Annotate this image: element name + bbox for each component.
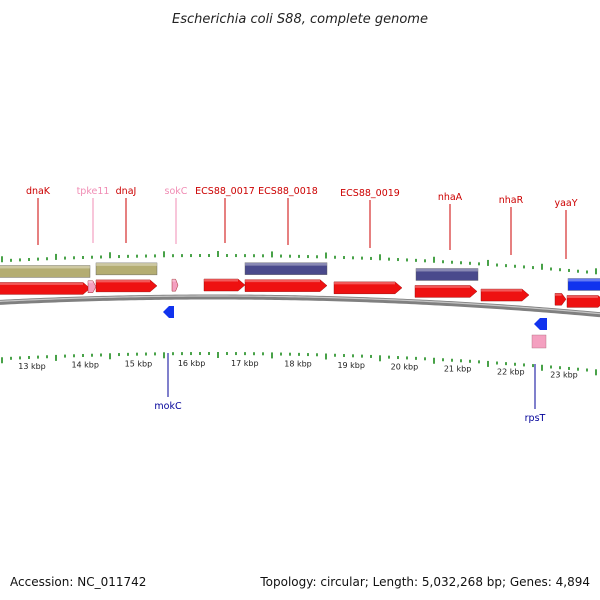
tick-marks-inner [1,352,597,376]
label-leader-lines [37,198,567,409]
gene-bar-shine [245,262,327,266]
gene-track [0,262,600,291]
cds-arrow-shine [96,279,150,283]
kbp-label: 23 kbp [550,371,578,380]
kbp-label: 22 kbp [497,367,525,376]
gene-label: mokC [154,401,182,412]
cds-arrow [333,281,403,295]
cds-track [0,278,600,349]
cds-arrow-shine [567,295,598,298]
kbp-label: 18 kbp [284,360,312,369]
gene-bar [0,265,91,278]
gene-bar-shine [0,265,90,269]
cds-arrow-shine [415,285,470,288]
gene-label: nhaA [438,192,463,203]
kbp-label: 15 kbp [125,360,153,369]
cds-arrow [566,295,600,308]
cds-arrow [87,280,97,293]
gene-labels-top: dnaK tpke11 dnaJ sokC ECS88_0017 ECS88_0018 EC… [26,186,578,209]
gene-bar-shine [568,278,600,282]
cds-arrow-shine [172,279,176,282]
cds-arrow-shine [334,281,395,285]
cds-arrow-shine [0,282,83,285]
cds-arrow [414,285,478,298]
gene-label: rpsT [525,413,546,424]
gene-bar-shine [416,268,478,272]
cds-arrow [171,278,179,292]
cds-arrow-shine [555,293,562,296]
accession-text: Accession: NC_011742 [10,575,146,589]
cds-arrow-shine [481,289,522,292]
tick-marks-outer [1,251,597,275]
cds-arrow [0,282,91,295]
cds-arrow [244,279,328,292]
gene-label: ECS88_0017 [195,186,255,197]
genome-backbone-highlight [0,295,600,315]
gene-label: dnaK [26,186,51,197]
kbp-label: 16 kbp [178,359,206,368]
gene-label: nhaR [499,195,524,206]
kbp-label: 13 kbp [18,362,46,371]
cds-arrow [554,293,567,306]
genome-summary-text: Topology: circular; Length: 5,032,268 bp… [259,575,590,589]
map-title: Escherichia coli S88, complete genome [172,12,428,27]
kbp-label: 20 kbp [391,362,419,371]
gene-label: ECS88_0019 [340,188,400,199]
gene-label: tpke11 [77,186,110,197]
gene-bar [95,262,158,276]
kbp-label: 19 kbp [337,361,365,370]
gene-label: yaaY [554,198,577,209]
gene-bar-shine [96,262,157,266]
genome-backbone [0,294,600,318]
kbp-scale-labels: 13 kbp 14 kbp 15 kbp 16 kbp 17 kbp 18 kbp 19 k… [18,359,578,380]
gene-label: dnaJ [116,186,137,197]
cds-arrow-shine [204,279,238,282]
cds-arrow-shine [245,279,320,283]
cds-arrow [95,279,158,293]
cds-arrow-shine [88,280,93,284]
kbp-label: 14 kbp [71,361,99,370]
gene-labels-bottom: mokC rpsT [154,401,545,424]
reverse-cds-arrow [163,306,174,318]
gene-bar [415,268,479,281]
gene-label: ECS88_0018 [258,186,318,197]
rna-feature [531,334,547,349]
gene-bar [567,278,600,291]
cds-arrow [480,288,530,302]
gene-label: sokC [165,186,188,197]
kbp-label: 21 kbp [444,365,472,374]
reverse-cds-arrow [534,318,547,330]
gene-bar [244,262,328,275]
kbp-label: 17 kbp [231,359,259,368]
cds-arrow [203,278,246,292]
